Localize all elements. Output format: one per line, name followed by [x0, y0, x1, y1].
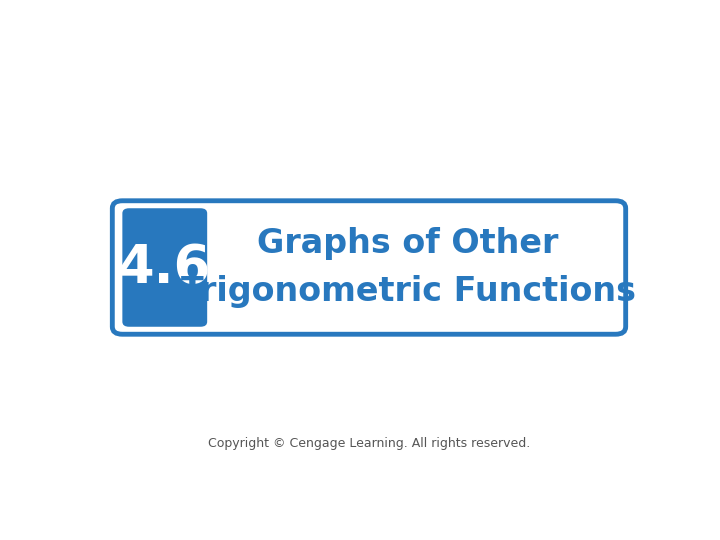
FancyBboxPatch shape	[112, 201, 626, 334]
Text: 4.6: 4.6	[118, 241, 212, 294]
FancyBboxPatch shape	[122, 208, 207, 327]
Text: Trigonometric Functions: Trigonometric Functions	[181, 275, 636, 308]
Text: Graphs of Other: Graphs of Other	[257, 227, 559, 260]
Text: Copyright © Cengage Learning. All rights reserved.: Copyright © Cengage Learning. All rights…	[208, 437, 530, 450]
